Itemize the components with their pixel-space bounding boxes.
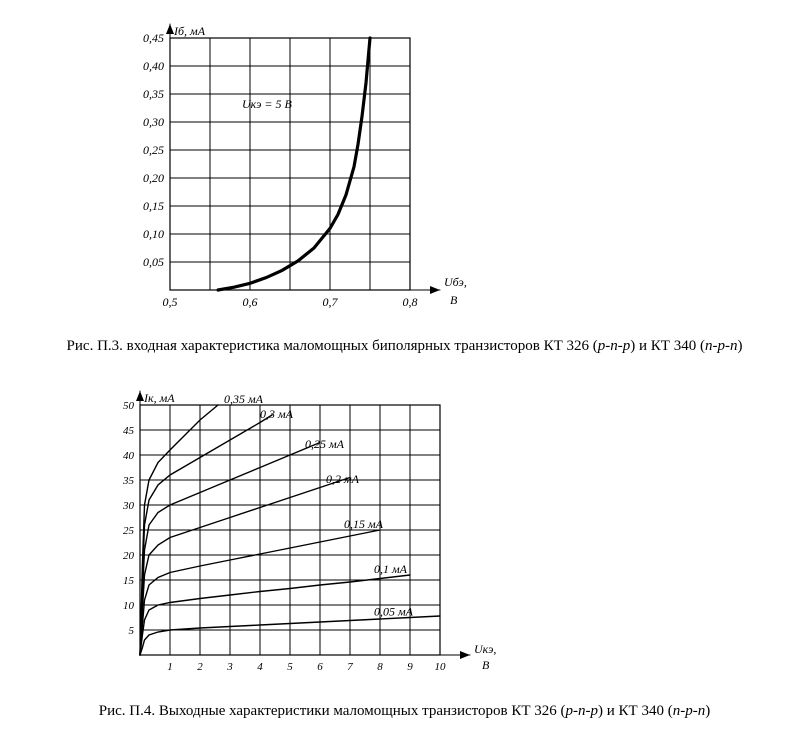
input-chart-svg: 0,5 0,6 0,7 0,8 0,05 0,10 0,15 0,20 0,25 0,30 0,35… <box>100 20 480 320</box>
caption-2-ital2: n-p-n <box>673 703 706 719</box>
caption-2-ital1: p-n-p <box>566 703 599 719</box>
output-characteristic-chart: 123456789105101520253035404550Iк, мAUкэ,… <box>80 385 799 685</box>
svg-text:0,45: 0,45 <box>143 31 164 45</box>
svg-text:0,5: 0,5 <box>163 295 178 309</box>
output-chart-svg: 123456789105101520253035404550Iк, мAUкэ,… <box>80 385 520 685</box>
svg-text:9: 9 <box>407 661 413 673</box>
svg-text:0,15: 0,15 <box>143 199 164 213</box>
svg-text:0,1 мA: 0,1 мA <box>374 562 408 576</box>
svg-text:4: 4 <box>257 661 263 673</box>
svg-text:20: 20 <box>123 550 135 562</box>
svg-text:45: 45 <box>123 425 135 437</box>
svg-text:30: 30 <box>122 500 135 512</box>
svg-text:0,05 мA: 0,05 мA <box>374 605 414 619</box>
svg-text:0,8: 0,8 <box>403 295 418 309</box>
svg-text:50: 50 <box>123 400 135 412</box>
svg-text:10: 10 <box>435 661 447 673</box>
caption-2-suffix: ) <box>705 703 710 719</box>
svg-text:0,2 мA: 0,2 мA <box>326 472 360 486</box>
svg-text:Uкэ = 5 B: Uкэ = 5 B <box>242 97 293 111</box>
svg-text:0,25: 0,25 <box>143 143 164 157</box>
svg-text:35: 35 <box>122 475 135 487</box>
caption-2: Рис. П.4. Выходные характеристики маломо… <box>10 703 799 720</box>
svg-text:6: 6 <box>317 661 323 673</box>
svg-text:0,15 мA: 0,15 мA <box>344 517 384 531</box>
svg-text:0,35: 0,35 <box>143 87 164 101</box>
caption-1: Рис. П.3. входная характеристика маломощ… <box>10 338 799 355</box>
svg-text:Uбэ,: Uбэ, <box>444 275 467 289</box>
svg-text:B: B <box>450 293 458 307</box>
svg-text:Uкэ,: Uкэ, <box>474 642 496 656</box>
svg-text:1: 1 <box>167 661 173 673</box>
svg-text:0,7: 0,7 <box>323 295 339 309</box>
caption-1-ital2: n-p-n <box>705 338 738 354</box>
svg-text:0,25 мA: 0,25 мA <box>305 437 345 451</box>
svg-text:10: 10 <box>123 600 135 612</box>
svg-text:5: 5 <box>287 661 293 673</box>
svg-text:B: B <box>482 658 490 672</box>
caption-2-mid: ) и КТ 340 ( <box>598 703 673 719</box>
caption-1-ital1: p-n-p <box>598 338 631 354</box>
svg-text:15: 15 <box>123 575 135 587</box>
svg-text:0,10: 0,10 <box>143 227 164 241</box>
svg-text:0,6: 0,6 <box>243 295 258 309</box>
caption-2-text: Рис. П.4. Выходные характеристики маломо… <box>99 703 566 719</box>
svg-text:25: 25 <box>123 525 135 537</box>
svg-text:Iк, мA: Iк, мA <box>143 391 175 405</box>
svg-text:7: 7 <box>347 661 353 673</box>
svg-text:5: 5 <box>129 625 135 637</box>
caption-1-text: Рис. П.3. входная характеристика маломощ… <box>67 338 598 354</box>
svg-text:3: 3 <box>226 661 233 673</box>
svg-text:0,35 мA: 0,35 мA <box>224 392 264 406</box>
svg-text:0,05: 0,05 <box>143 255 164 269</box>
svg-text:0,40: 0,40 <box>143 59 164 73</box>
svg-text:40: 40 <box>123 450 135 462</box>
caption-1-mid: ) и КТ 340 ( <box>630 338 705 354</box>
svg-text:0,30: 0,30 <box>143 115 164 129</box>
svg-text:2: 2 <box>197 661 203 673</box>
input-characteristic-chart: 0,5 0,6 0,7 0,8 0,05 0,10 0,15 0,20 0,25 0,30 0,35… <box>100 20 799 320</box>
svg-text:0,20: 0,20 <box>143 171 164 185</box>
svg-text:0,3 мA: 0,3 мA <box>260 407 294 421</box>
caption-1-suffix: ) <box>737 338 742 354</box>
svg-text:Iб, мA: Iб, мA <box>173 24 206 38</box>
svg-text:8: 8 <box>377 661 383 673</box>
